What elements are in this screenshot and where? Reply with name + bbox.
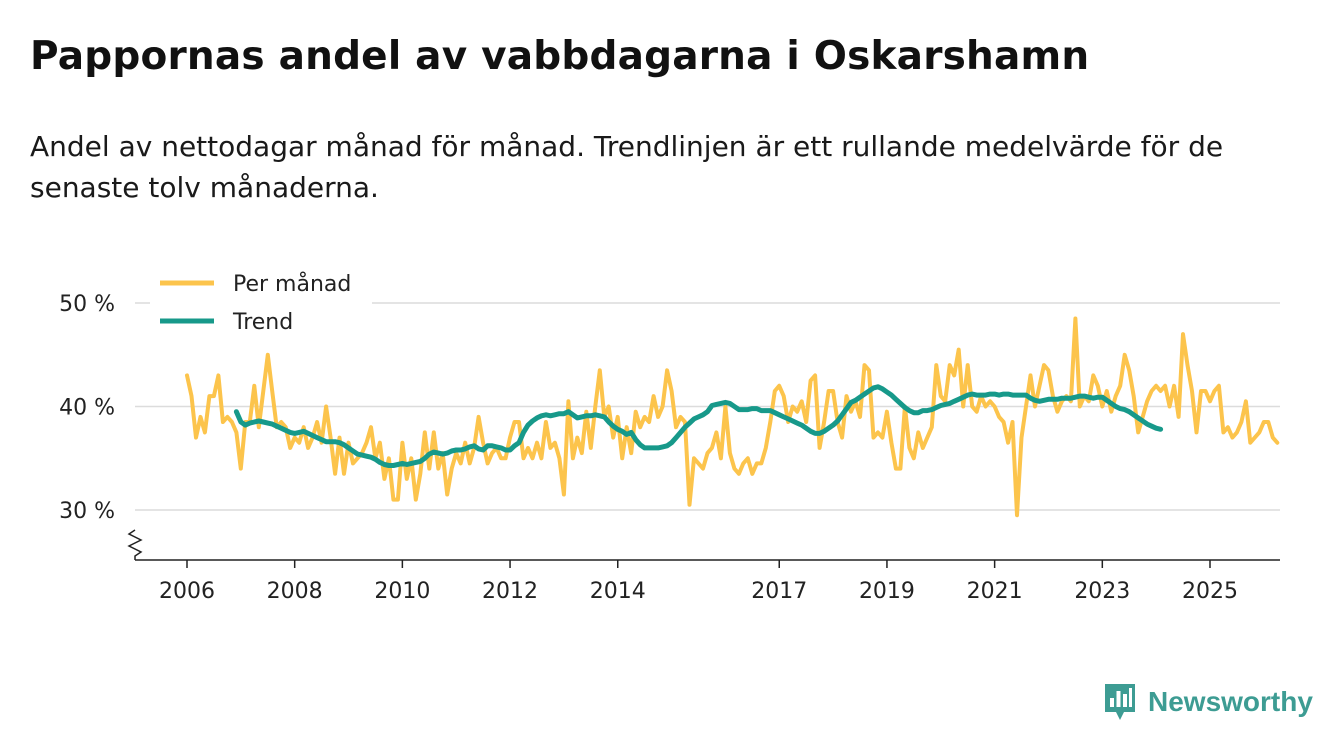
- y-tick-label: 40 %: [59, 396, 115, 421]
- axis-break-mark: [127, 529, 143, 560]
- x-tick-label: 2023: [1074, 579, 1130, 604]
- chart-subtitle: Andel av nettodagar månad för månad. Tre…: [30, 130, 1224, 204]
- x-tick-label: 2019: [859, 579, 915, 604]
- newsworthy-logo-icon: [1105, 684, 1135, 720]
- series-line-trend: [233, 384, 1164, 468]
- legend-background: [150, 262, 372, 342]
- series-line-per-manad: [185, 316, 1280, 518]
- x-tick-label: 2010: [374, 579, 430, 604]
- x-tick-label: 2008: [267, 579, 323, 604]
- legend: Per månad Trend: [150, 262, 372, 342]
- brand: Newsworthy: [1102, 682, 1313, 722]
- axes: 30 % 40 % 50 % 2006 2008 2010 2012 2014 2017 2019…: [59, 292, 1280, 604]
- x-tick-label: 2017: [751, 579, 807, 604]
- legend-label-trend: Trend: [232, 310, 293, 335]
- legend-label-per-manad: Per månad: [233, 271, 351, 297]
- x-tick-label: 2025: [1182, 579, 1238, 604]
- x-tick-label: 2014: [590, 579, 646, 604]
- x-tick-label: 2006: [159, 579, 215, 604]
- y-tick-label: 30 %: [59, 499, 115, 524]
- y-tick-label: 50 %: [59, 292, 115, 317]
- series-layer: [185, 316, 1280, 518]
- brand-name: Newsworthy: [1148, 686, 1313, 717]
- x-tick-label: 2021: [967, 579, 1023, 604]
- x-tick-label: 2012: [482, 579, 538, 604]
- chart-title: Pappornas andel av vabbdagarna i Oskarsh…: [30, 34, 1090, 79]
